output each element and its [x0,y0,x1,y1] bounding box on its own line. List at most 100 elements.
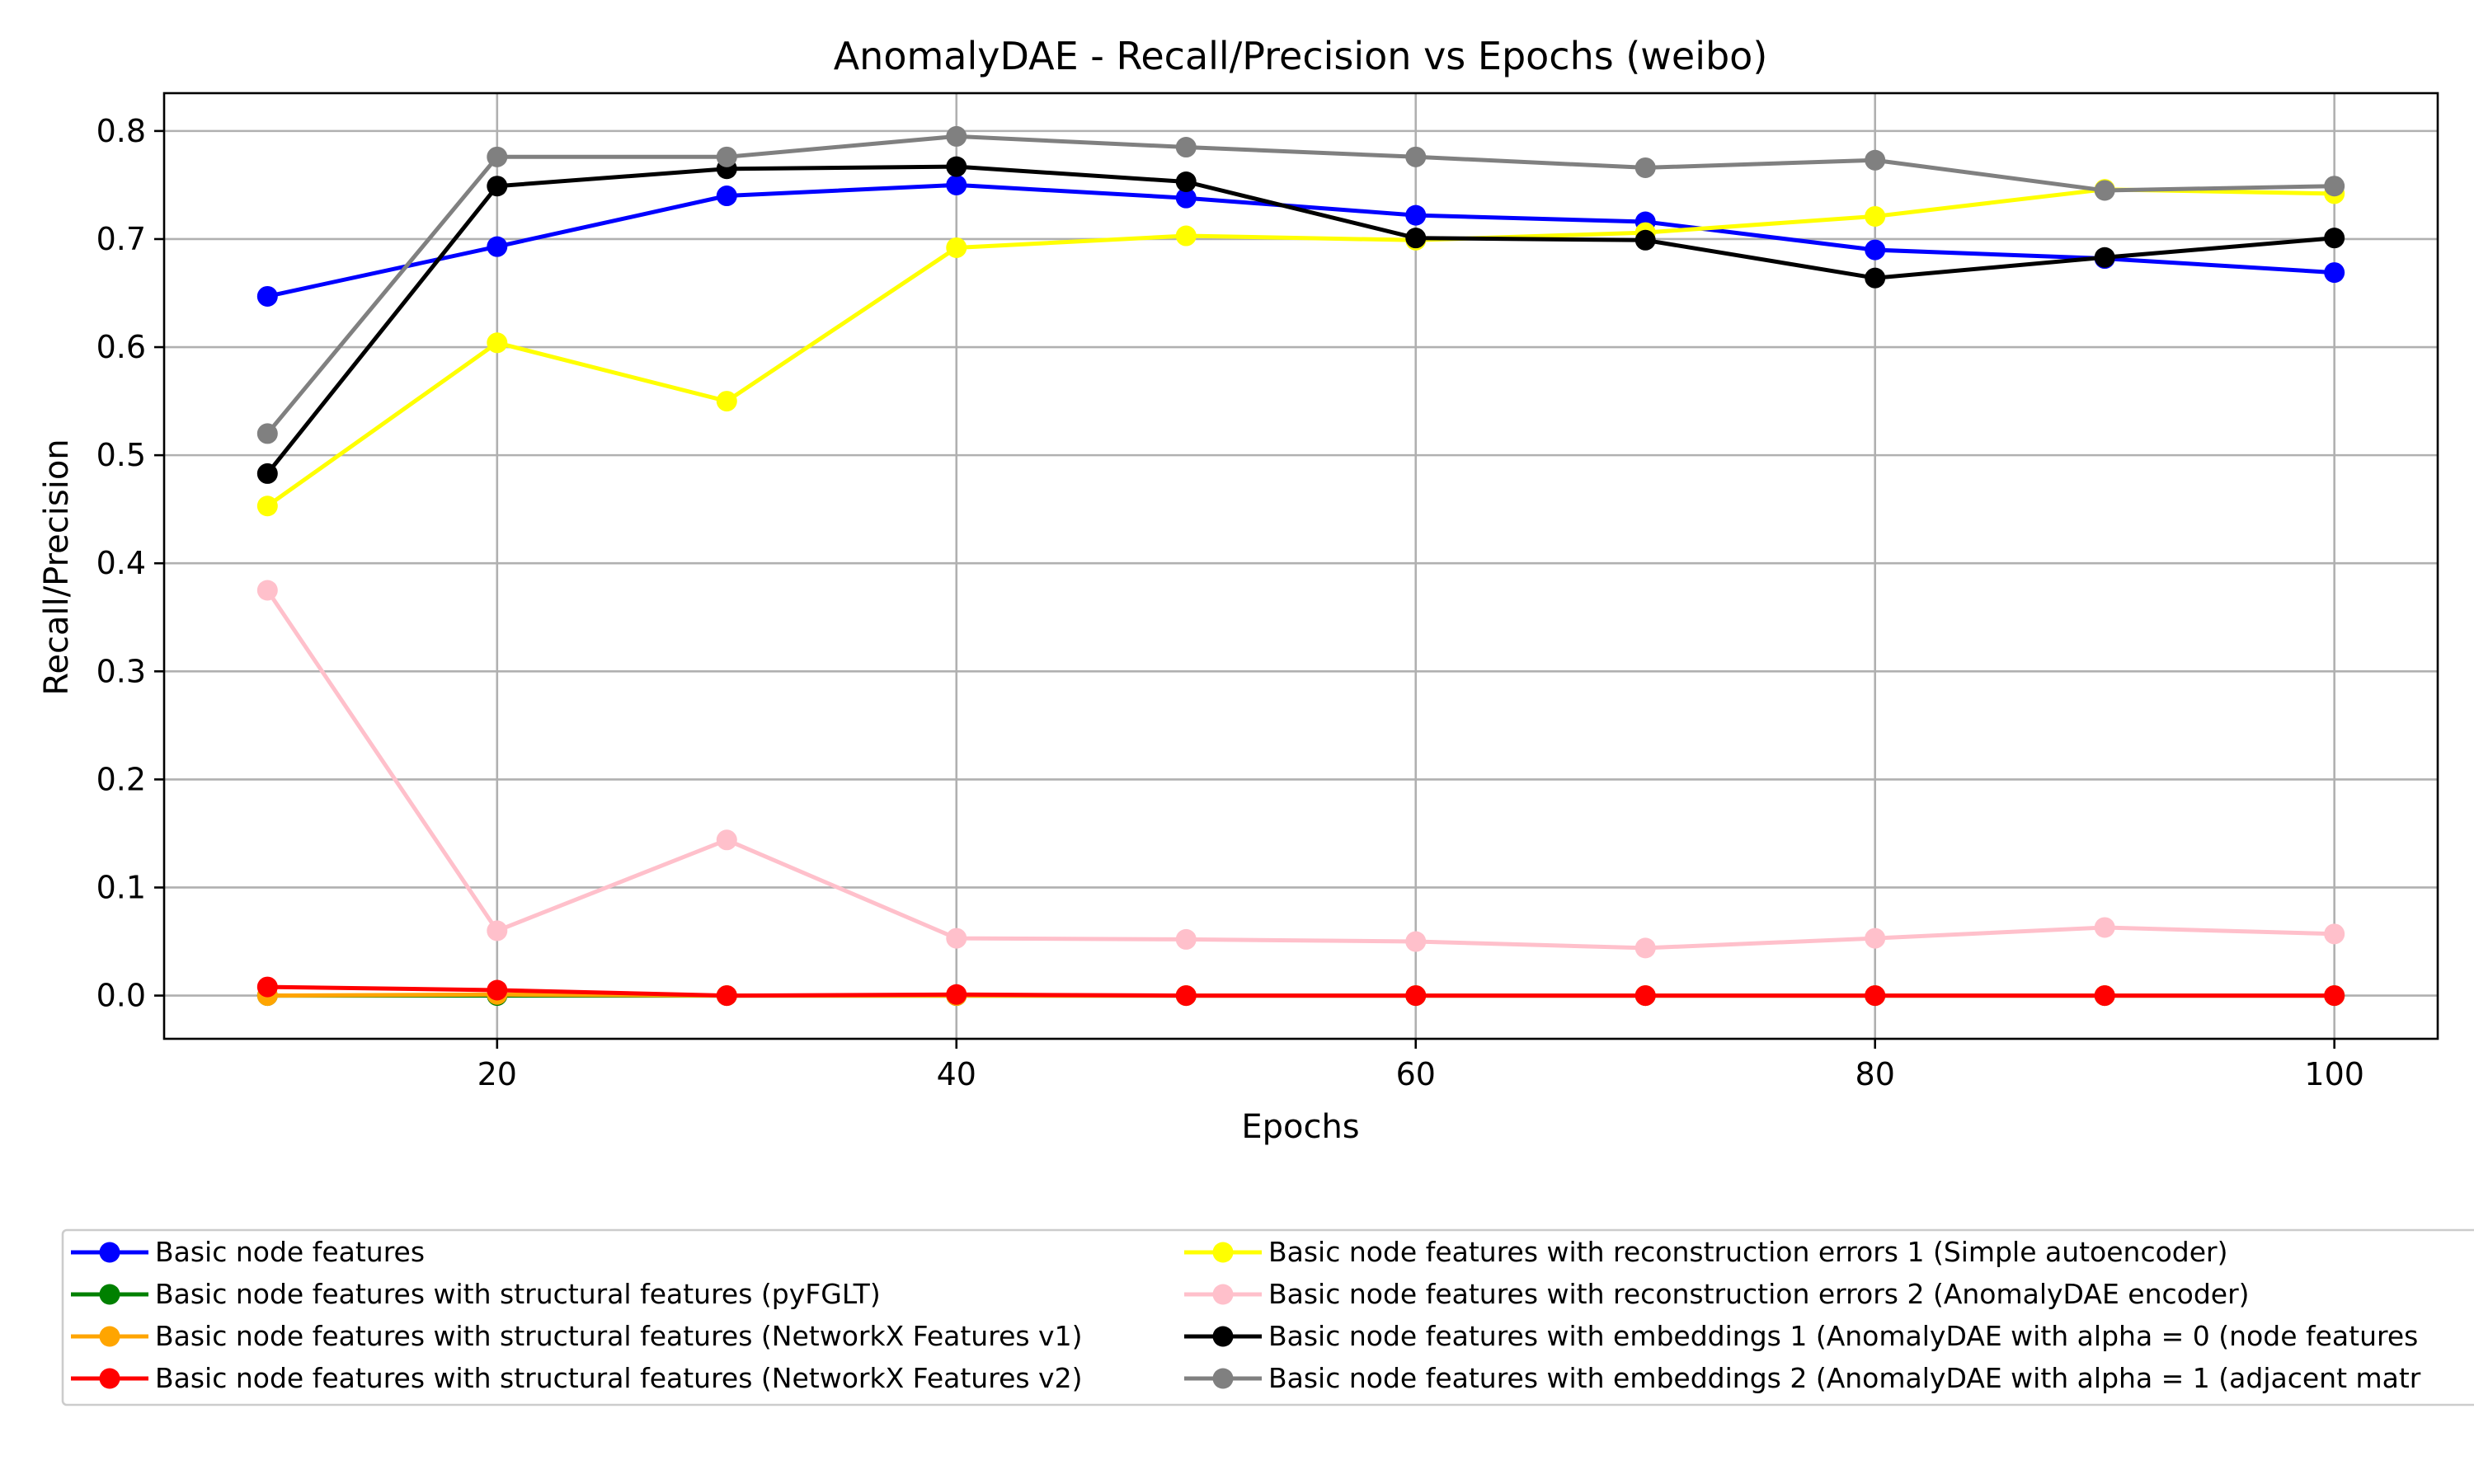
y-tick-label: 0.6 [96,329,146,365]
data-point [946,125,967,147]
data-point [946,156,967,177]
data-point [1175,928,1197,950]
legend-label: Basic node features with reconstruction … [1268,1278,2250,1310]
data-point [2094,247,2115,268]
legend-label: Basic node features [155,1236,425,1268]
data-point [256,463,278,484]
legend-entry: Basic node features with embeddings 1 (A… [1184,1320,2418,1352]
legend-swatch-marker [99,1326,120,1347]
legend-entry: Basic node features with reconstruction … [1184,1236,2228,1268]
y-tick-label: 0.1 [96,869,146,905]
data-point [2324,923,2345,945]
legend-swatch-marker [1212,1368,1234,1389]
data-point [1405,146,1427,167]
legend-swatch-marker [1212,1242,1234,1263]
data-point [487,332,508,354]
y-tick-label: 0.4 [96,545,146,581]
x-tick-label: 80 [1856,1056,1895,1092]
x-tick-label: 100 [2304,1056,2364,1092]
series-1 [256,174,2345,307]
series-line [266,164,2335,475]
x-tick-label: 40 [937,1056,976,1092]
data-point [1175,171,1197,192]
legend-entry: Basic node features with structural feat… [71,1320,1082,1352]
data-point [487,236,508,257]
legend-entry: Basic node features with embeddings 2 (A… [1184,1362,2421,1394]
data-point [2094,917,2115,938]
data-point [716,985,737,1007]
series-line [266,182,2335,298]
data-point [487,920,508,942]
data-point [256,976,278,998]
data-point [487,146,508,167]
x-tick-label: 60 [1396,1056,1436,1092]
y-tick-label: 0.3 [96,653,146,689]
legend-swatch-marker [99,1242,120,1263]
data-point [946,237,967,258]
data-point [946,984,967,1005]
series-line [267,984,2335,998]
data-point [1865,267,1886,289]
y-tick-label: 0.5 [96,437,146,473]
y-tick-label: 0.2 [96,761,146,797]
data-point [1634,157,1656,178]
legend-swatch-marker [1212,1326,1234,1347]
data-point [1175,225,1197,247]
y-tick-label: 0.7 [96,221,146,257]
series-line [266,187,2335,508]
data-point [1405,931,1427,952]
y-tick-label: 0.8 [96,113,146,149]
legend-entry: Basic node features [71,1236,425,1268]
data-point [716,829,737,851]
legend-entry: Basic node features with structural feat… [71,1278,881,1310]
y-axis-label: Recall/Precision [38,439,76,695]
data-point [2324,262,2345,284]
legend-swatch-marker [1212,1284,1234,1305]
legend-label: Basic node features with embeddings 1 (A… [1268,1320,2418,1352]
series-4 [256,976,2345,1007]
chart-title: AnomalyDAE - Recall/Precision vs Epochs … [834,34,1768,78]
legend-label: Basic node features with reconstruction … [1268,1236,2228,1268]
data-point [1405,985,1427,1007]
data-point [256,423,278,444]
x-tick-label: 20 [477,1056,517,1092]
legend-label: Basic node features with structural feat… [155,1362,1082,1394]
data-point [1865,149,1886,171]
series-line [266,589,2335,951]
x-axis-label: Epochs [1241,1108,1359,1146]
data-point [2094,180,2115,201]
data-point [1175,187,1197,209]
data-point [2094,985,2115,1007]
ticks: 20 40 60 80 100 0.0 0.1 0.2 0.3 0.4 0.5 0.6 0.7 0.8 [96,113,2364,1092]
series-line [266,134,2335,435]
legend: Basic node features Basic node features w… [61,1228,2474,1407]
y-tick-label: 0.0 [96,978,146,1014]
data-point [946,174,967,195]
legend-entry: Basic node features with structural feat… [71,1362,1082,1394]
data-point [1634,985,1656,1007]
data-point [716,146,737,167]
data-point [256,285,278,307]
data-point [487,176,508,197]
data-point [2324,176,2345,197]
data-point [2324,985,2345,1007]
data-point [256,580,278,601]
series-8 [256,125,2345,444]
data-point [487,979,508,1001]
data-point [256,495,278,517]
legend-entry: Basic node features with reconstruction … [1184,1278,2250,1310]
axes-frame [162,92,2439,1040]
legend-swatch-marker [99,1284,120,1305]
legend-label: Basic node features with structural feat… [155,1278,881,1310]
legend-label: Basic node features with embeddings 2 (A… [1268,1362,2421,1394]
data-point [1175,137,1197,158]
series-layer [256,125,2345,1007]
data-point [946,928,967,949]
data-point [1865,205,1886,227]
data-point [716,391,737,412]
series-7 [256,156,2345,484]
legend-frame [61,1228,2474,1407]
data-point [2324,228,2345,249]
data-point [1175,985,1197,1007]
